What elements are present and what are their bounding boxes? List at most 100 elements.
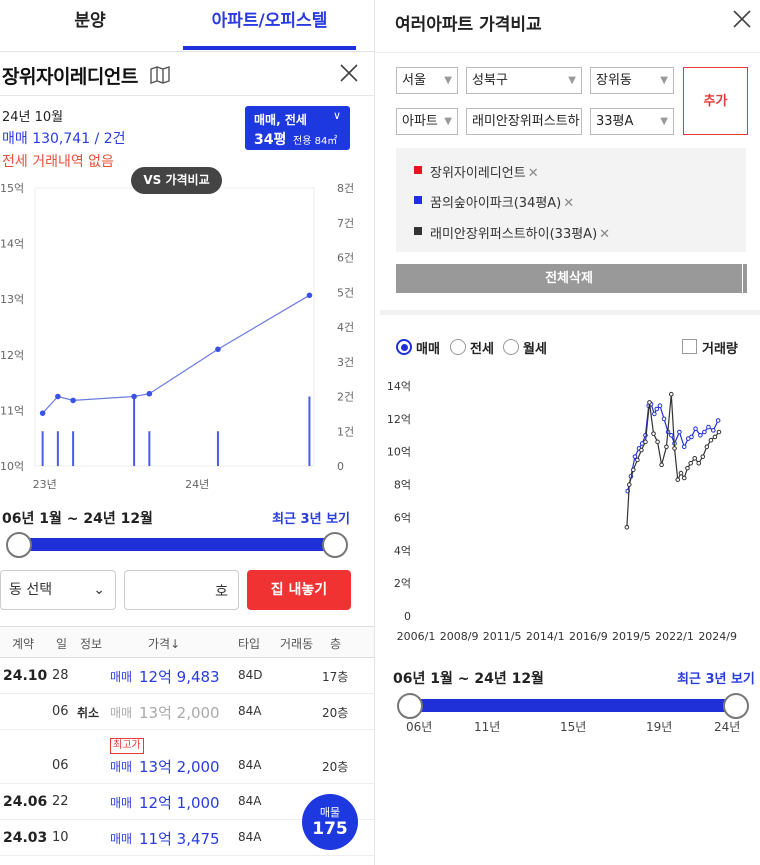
- volume-checkbox-label: 거래량: [702, 342, 738, 357]
- cell-date: 24.10: [3, 668, 48, 684]
- compare-slider-start-handle[interactable]: [397, 693, 423, 719]
- period-slider-start-handle[interactable]: [6, 532, 32, 558]
- cell-type: 84A: [238, 758, 262, 772]
- tab-apartment-officetel[interactable]: 아파트/오피스텔: [211, 11, 328, 31]
- building-select[interactable]: 동 선택 ⌄: [0, 570, 116, 610]
- series-point: [685, 465, 690, 471]
- col-price[interactable]: 가격↓: [148, 637, 181, 651]
- list-home-button[interactable]: 집 내놓기: [247, 570, 351, 610]
- remove-icon[interactable]: ✕: [599, 227, 611, 242]
- series-point: [631, 467, 636, 473]
- period-slider-end-handle[interactable]: [322, 532, 348, 558]
- listings-float-button[interactable]: 매물 175: [302, 794, 358, 850]
- recent-3y-link[interactable]: 최근 3년 보기: [272, 512, 350, 527]
- cell-type: 84D: [238, 668, 263, 682]
- remove-icon[interactable]: ✕: [563, 196, 575, 211]
- active-tab-indicator: [183, 46, 356, 50]
- series-point: [681, 475, 687, 481]
- add-compare-button[interactable]: 추가: [683, 67, 748, 135]
- series-point: [678, 470, 684, 476]
- y-tick-label: 0: [404, 610, 411, 623]
- property-kind-dropdown[interactable]: 아파트 ▼: [396, 108, 458, 135]
- tab-presale[interactable]: 분양: [74, 11, 106, 31]
- x-tick-label: 2016/9: [569, 630, 608, 643]
- series-point: [689, 434, 694, 440]
- cell-kind: 매매: [110, 760, 133, 774]
- table-row[interactable]: 24.10 28 매매 12억 9,483 84D 17층: [0, 658, 374, 694]
- col-type[interactable]: 타입: [238, 637, 261, 651]
- series-point: [652, 411, 657, 417]
- series-point: [654, 406, 660, 412]
- city-value: 서울: [402, 73, 426, 88]
- price-point: [131, 393, 137, 400]
- remove-icon[interactable]: ✕: [527, 166, 539, 181]
- y-tick-label: 2억: [394, 577, 411, 590]
- map-icon[interactable]: [150, 66, 170, 84]
- apartment-dropdown[interactable]: 래미안장위퍼스트하: [466, 108, 582, 135]
- col-building[interactable]: 거래동: [280, 637, 314, 651]
- compare-slider-track[interactable]: [408, 699, 734, 712]
- listings-label: 매물: [319, 806, 341, 819]
- unit-number-input[interactable]: 호: [124, 570, 239, 610]
- table-row[interactable]: 06 최고가 매매 13억 2,000 84A 20층: [0, 730, 374, 784]
- size-label: 34평: [254, 132, 287, 148]
- caret-down-icon: ▼: [444, 75, 452, 86]
- vs-compare-button[interactable]: VS 가격비교: [131, 167, 222, 194]
- series-point: [635, 457, 640, 463]
- cell-kind: 매매: [110, 706, 133, 720]
- cell-price: 12억 9,483: [139, 668, 220, 686]
- city-dropdown[interactable]: 서울 ▼: [396, 67, 458, 94]
- col-info[interactable]: 정보: [80, 637, 103, 651]
- cell-type: 84A: [238, 794, 262, 808]
- scrollbar[interactable]: [743, 264, 747, 293]
- color-swatch: [414, 166, 422, 174]
- slider-tick: 15년: [560, 720, 587, 734]
- table-row[interactable]: 06 취소 매매 13억 2,000 84A 20층: [0, 694, 374, 730]
- col-floor[interactable]: 층: [330, 637, 342, 651]
- series-point: [657, 403, 663, 409]
- period-slider-track[interactable]: [18, 538, 334, 551]
- compare-slider-end-handle[interactable]: [723, 693, 749, 719]
- y2-tick-label: 1건: [337, 425, 354, 438]
- y2-tick-label: 0: [337, 460, 344, 473]
- category-tabs: 분양 아파트/오피스텔: [0, 0, 374, 52]
- table-row[interactable]: 24.06 22 매매 12억 1,000 84A: [0, 784, 374, 820]
- caret-down-icon: ▼: [568, 75, 576, 86]
- compare-recent-3y-link[interactable]: 최근 3년 보기: [677, 672, 755, 687]
- y-tick-label: 6억: [394, 511, 411, 524]
- y-tick-label: 14억: [387, 380, 411, 393]
- cell-floor: 17층: [322, 670, 349, 684]
- col-contract[interactable]: 계약: [12, 637, 35, 651]
- series-point: [696, 460, 702, 466]
- building-select-value: 동 선택: [9, 582, 53, 598]
- series-point: [716, 429, 722, 435]
- close-icon[interactable]: [731, 8, 753, 30]
- size-dropdown[interactable]: 33평A ▼: [590, 108, 674, 135]
- table-row[interactable]: 24.03 10 매매 11억 3,475 84A: [0, 820, 374, 856]
- series-point: [651, 431, 656, 436]
- x-tick-label: 2008/9: [440, 630, 479, 643]
- deal-type-selector[interactable]: 매매, 전세 ∨ 34평 전용 84㎡: [245, 106, 350, 150]
- delete-all-button[interactable]: 전체삭제: [396, 264, 742, 293]
- col-day[interactable]: 일: [56, 637, 68, 651]
- dong-dropdown[interactable]: 장위동 ▼: [590, 67, 674, 94]
- series-point: [702, 429, 707, 435]
- cell-price: 13억 2,000: [139, 758, 220, 776]
- caret-down-icon: ▼: [660, 116, 668, 127]
- radio-dot: [450, 339, 466, 355]
- color-swatch: [414, 227, 422, 235]
- close-icon[interactable]: [338, 62, 360, 84]
- y-tick-label: 8억: [394, 479, 411, 492]
- y2-tick-label: 5건: [337, 286, 354, 299]
- y2-tick-label: 3건: [337, 356, 354, 369]
- slider-tick: 11년: [474, 720, 501, 734]
- series-point: [711, 428, 716, 433]
- y2-tick-label: 2건: [337, 391, 354, 404]
- district-dropdown[interactable]: 성북구 ▼: [466, 67, 582, 94]
- volume-checkbox[interactable]: [682, 339, 697, 354]
- dong-value: 장위동: [596, 73, 632, 88]
- left-panel: 분양 아파트/오피스텔 장위자이레디언트 24년 10월 매매 130,741 …: [0, 0, 375, 865]
- cell-date: 24.03: [3, 830, 48, 846]
- y2-tick-label: 8건: [337, 182, 354, 195]
- series-point: [668, 391, 674, 397]
